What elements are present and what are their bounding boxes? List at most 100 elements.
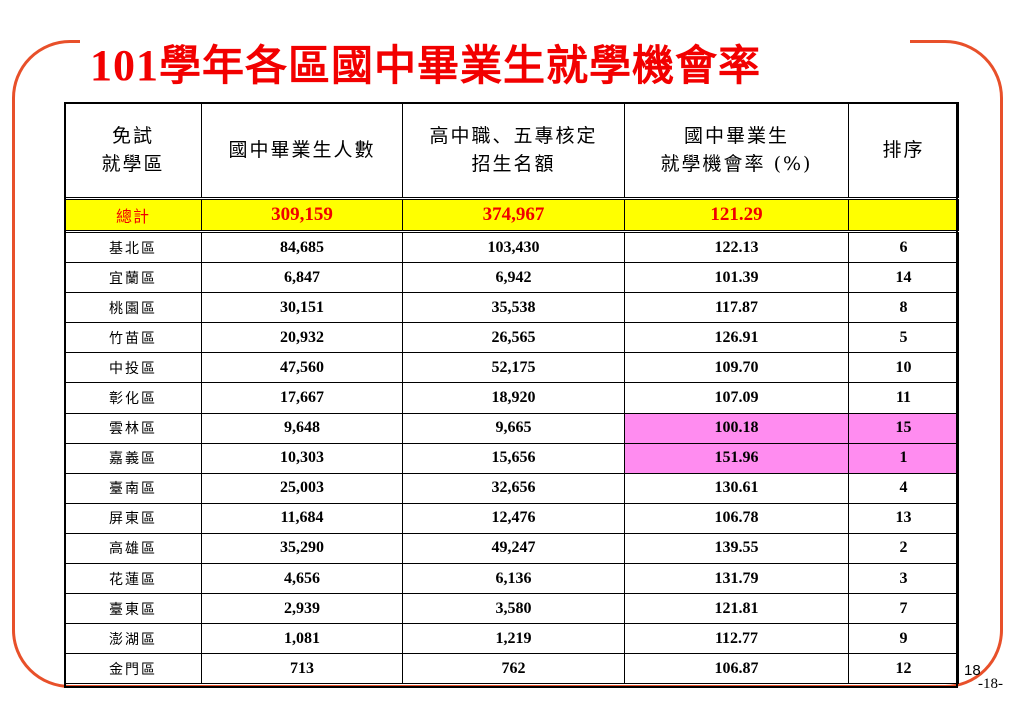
table-row: 臺東區 2,939 3,580 121.81 7 (64, 593, 959, 625)
table-row: 高雄區 35,290 49,247 139.55 2 (64, 532, 959, 565)
district-cell: 金門區 (64, 653, 202, 685)
rate-cell: 122.13 (624, 230, 849, 264)
rate-cell: 106.78 (624, 502, 849, 534)
header-quota: 高中職、五專核定 招生名額 (402, 102, 625, 199)
rank-cell: 7 (848, 593, 959, 625)
graduates-cell: 10,303 (201, 442, 403, 474)
rank-cell: 8 (848, 292, 959, 324)
quota-cell: 6,942 (402, 262, 625, 294)
table-row: 屏東區 11,684 12,476 106.78 13 (64, 502, 959, 534)
graduates-cell: 11,684 (201, 502, 403, 534)
quota-cell: 103,430 (402, 230, 625, 264)
district-cell: 高雄區 (64, 532, 202, 565)
header-graduates: 國中畢業生人數 (201, 102, 403, 199)
title-text: 學年各區國中畢業生就學機會率 (159, 41, 762, 90)
quota-cell: 18,920 (402, 382, 625, 414)
district-cell: 嘉義區 (64, 442, 202, 474)
graduates-cell: 84,685 (201, 230, 403, 264)
graduates-cell: 20,932 (201, 322, 403, 354)
quota-cell: 3,580 (402, 593, 625, 625)
rate-cell: 117.87 (624, 292, 849, 324)
rate-cell: 121.81 (624, 593, 849, 625)
table-row: 竹苗區 20,932 26,565 126.91 5 (64, 322, 959, 354)
graduates-cell: 713 (201, 653, 403, 685)
table-row: 彰化區 17,667 18,920 107.09 11 (64, 382, 959, 414)
header-rank: 排序 (848, 102, 959, 199)
table-row: 花蓮區 4,656 6,136 131.79 3 (64, 563, 959, 595)
quota-cell: 6,136 (402, 563, 625, 595)
rate-cell: 109.70 (624, 352, 849, 384)
quota-cell: 9,665 (402, 412, 625, 444)
rate-cell: 139.55 (624, 532, 849, 565)
quota-cell: 35,538 (402, 292, 625, 324)
total-graduates: 309,159 (201, 197, 403, 233)
graduates-cell: 35,290 (201, 532, 403, 565)
district-cell: 臺東區 (64, 593, 202, 625)
rank-cell: 4 (848, 472, 959, 504)
table-row: 雲林區 9,648 9,665 100.18 15 (64, 412, 959, 444)
total-rate: 121.29 (624, 197, 849, 233)
district-cell: 花蓮區 (64, 563, 202, 595)
graduates-cell: 1,081 (201, 623, 403, 655)
rank-cell: 11 (848, 382, 959, 414)
rank-cell: 6 (848, 230, 959, 264)
graduates-cell: 17,667 (201, 382, 403, 414)
rate-cell: 130.61 (624, 472, 849, 504)
title-year: 101 (90, 41, 159, 90)
district-cell: 宜蘭區 (64, 262, 202, 294)
header-row: 免試 就學區 國中畢業生人數 高中職、五專核定 招生名額 國中畢業生 就學機會率… (64, 102, 959, 199)
table-row: 中投區 47,560 52,175 109.70 10 (64, 352, 959, 384)
district-cell: 澎湖區 (64, 623, 202, 655)
header-rate-line-1: 國中畢業生 (683, 125, 789, 147)
rate-cell: 107.09 (624, 382, 849, 414)
header-quota-line-2: 招生名額 (471, 153, 556, 175)
total-quota: 374,967 (402, 197, 625, 233)
total-row: 總計 309,159 374,967 121.29 (64, 197, 959, 233)
rate-cell: 106.87 (624, 653, 849, 685)
table-row: 桃園區 30,151 35,538 117.87 8 (64, 292, 959, 324)
slide-number: 18 (964, 662, 981, 679)
header-district-line-1: 免試 (111, 125, 154, 147)
header-graduates-label: 國中畢業生人數 (228, 139, 376, 161)
graduates-cell: 25,003 (201, 472, 403, 504)
header-rate: 國中畢業生 就學機會率 (%) (624, 102, 849, 199)
rank-cell: 15 (848, 412, 959, 444)
quota-cell: 32,656 (402, 472, 625, 504)
title-backdrop (80, 26, 910, 56)
rank-cell: 9 (848, 623, 959, 655)
graduates-cell: 47,560 (201, 352, 403, 384)
header-district-line-2: 就學區 (101, 153, 165, 175)
rank-cell: 5 (848, 322, 959, 354)
table-row: 嘉義區 10,303 15,656 151.96 1 (64, 442, 959, 474)
total-label: 總計 (64, 197, 202, 233)
quota-cell: 762 (402, 653, 625, 685)
page-title: 101學年各區國中畢業生就學機會率 (90, 30, 761, 102)
quota-cell: 49,247 (402, 532, 625, 565)
quota-cell: 12,476 (402, 502, 625, 534)
admission-rate-table: 免試 就學區 國中畢業生人數 高中職、五專核定 招生名額 國中畢業生 就學機會率… (64, 102, 959, 685)
header-quota-line-1: 高中職、五專核定 (429, 125, 598, 147)
rank-cell: 1 (848, 442, 959, 474)
district-cell: 彰化區 (64, 382, 202, 414)
graduates-cell: 30,151 (201, 292, 403, 324)
table-row: 臺南區 25,003 32,656 130.61 4 (64, 472, 959, 504)
rank-cell: 13 (848, 502, 959, 534)
total-rank (848, 197, 959, 233)
graduates-cell: 2,939 (201, 593, 403, 625)
rate-cell: 101.39 (624, 262, 849, 294)
graduates-cell: 4,656 (201, 563, 403, 595)
rate-cell: 126.91 (624, 322, 849, 354)
header-rate-line-2: 就學機會率 (%) (660, 153, 813, 175)
rate-cell: 100.18 (624, 412, 849, 444)
district-cell: 中投區 (64, 352, 202, 384)
rate-cell: 151.96 (624, 442, 849, 474)
district-cell: 臺南區 (64, 472, 202, 504)
rank-cell: 14 (848, 262, 959, 294)
quota-cell: 15,656 (402, 442, 625, 474)
graduates-cell: 9,648 (201, 412, 403, 444)
table-row: 宜蘭區 6,847 6,942 101.39 14 (64, 262, 959, 294)
quota-cell: 52,175 (402, 352, 625, 384)
header-rank-label: 排序 (882, 139, 925, 161)
table-row: 基北區 84,685 103,430 122.13 6 (64, 230, 959, 264)
district-cell: 桃園區 (64, 292, 202, 324)
